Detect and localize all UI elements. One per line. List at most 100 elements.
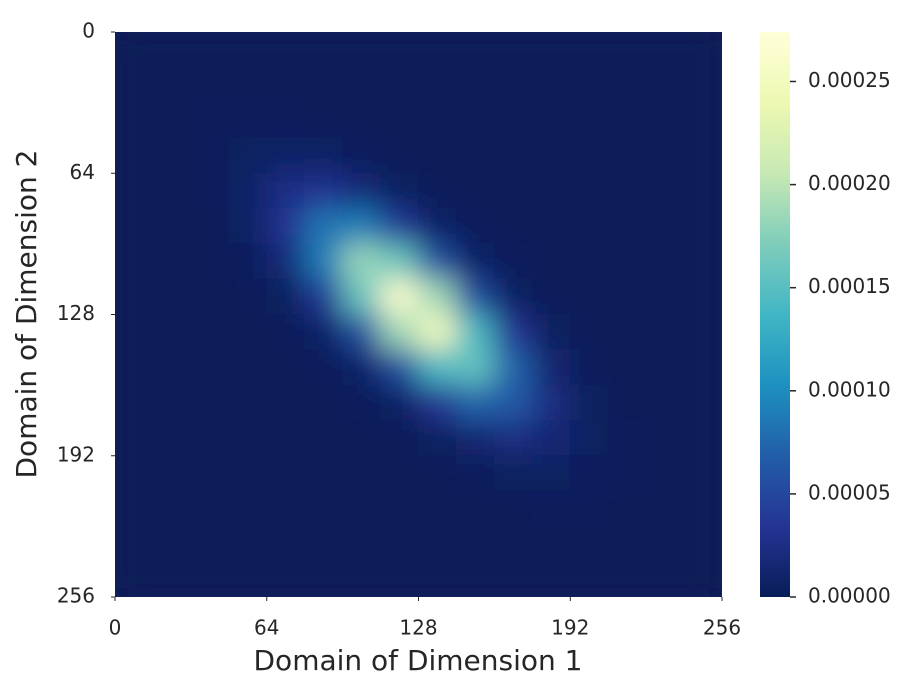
heatmap-cell <box>228 490 268 527</box>
x-tick-label: 128 <box>399 616 437 640</box>
heatmap-cell <box>418 314 457 351</box>
heatmap-cell <box>493 561 533 597</box>
heatmap-cell <box>190 32 230 68</box>
heatmap-cell <box>266 455 306 492</box>
heatmap-cell <box>418 455 457 492</box>
heatmap-cell <box>607 32 647 68</box>
heatmap-cell <box>531 102 571 139</box>
y-tick-label: 64 <box>70 160 95 184</box>
heatmap-cell <box>115 384 154 421</box>
heatmap-cell <box>342 490 382 527</box>
colorbar-tick-label: 0.00005 <box>808 480 891 504</box>
heatmap-cell <box>418 32 457 68</box>
heatmap-cell <box>683 137 722 174</box>
heatmap-cell <box>645 32 685 68</box>
y-tick-label: 256 <box>57 584 95 608</box>
heatmap-cell <box>342 32 382 68</box>
heatmap-cell <box>342 66 382 104</box>
heatmap-cell <box>304 137 344 174</box>
heatmap-cell <box>342 278 382 315</box>
heatmap-cell <box>683 102 722 139</box>
heatmap-cell <box>531 137 571 174</box>
heatmap-cell <box>455 561 495 597</box>
heatmap-cell <box>418 243 457 280</box>
heatmap-cell <box>115 137 154 174</box>
heatmap-cell <box>152 278 192 315</box>
heatmap-cell <box>607 314 647 351</box>
heatmap-cell <box>115 243 154 280</box>
heatmap-cell <box>683 561 722 597</box>
y-axis-label: Domain of Dimension 2 <box>10 150 43 479</box>
heatmap-cell <box>455 208 495 245</box>
heatmap-cell <box>418 384 457 421</box>
heatmap-cell <box>304 243 344 280</box>
heatmap-cell <box>342 172 382 210</box>
x-tick-label: 0 <box>109 616 122 640</box>
heatmap-cell <box>380 490 419 527</box>
heatmap-cell <box>418 278 457 315</box>
heatmap-cell <box>569 137 609 174</box>
heatmap-cell <box>418 208 457 245</box>
heatmap-cell <box>607 102 647 139</box>
heatmap-cell <box>531 243 571 280</box>
heatmap-cell <box>115 208 154 245</box>
heatmap-cell <box>683 32 722 68</box>
heatmap-cell <box>266 419 306 457</box>
heatmap-cell <box>190 102 230 139</box>
heatmap-cell <box>493 102 533 139</box>
heatmap-cell <box>115 455 154 492</box>
heatmap-cell <box>645 208 685 245</box>
heatmap-cell <box>228 278 268 315</box>
heatmap-cell <box>380 32 419 68</box>
heatmap-cell <box>683 384 722 421</box>
heatmap-cell <box>418 66 457 104</box>
heatmap-cell <box>531 490 571 527</box>
heatmap-cell <box>380 419 419 457</box>
heatmap-cell <box>342 455 382 492</box>
heatmap-cell <box>228 243 268 280</box>
heatmap-cell <box>190 314 230 351</box>
heatmap-cell <box>380 243 419 280</box>
heatmap-cell <box>266 314 306 351</box>
heatmap-cell <box>152 208 192 245</box>
heatmap-cell <box>304 314 344 351</box>
heatmap-cell <box>304 102 344 139</box>
heatmap-cell <box>228 314 268 351</box>
heatmap-cell <box>607 243 647 280</box>
heatmap-cell <box>455 525 495 563</box>
heatmap-cell <box>531 561 571 597</box>
heatmap-cell <box>266 278 306 315</box>
heatmap-cell <box>569 32 609 68</box>
heatmap-cell <box>115 349 154 386</box>
heatmap-cell <box>266 102 306 139</box>
heatmap-cell <box>569 208 609 245</box>
heatmap-cell <box>190 243 230 280</box>
heatmap-cell <box>115 278 154 315</box>
heatmap-cell <box>531 208 571 245</box>
heatmap-cell <box>342 525 382 563</box>
heatmap-cell <box>418 102 457 139</box>
heatmap-cell <box>418 419 457 457</box>
heatmap-cell <box>342 243 382 280</box>
heatmap-cell <box>266 32 306 68</box>
heatmap-cell <box>304 208 344 245</box>
heatmap-cell <box>190 455 230 492</box>
heatmap-cell <box>683 455 722 492</box>
heatmap-cell <box>304 278 344 315</box>
heatmap-cell <box>380 525 419 563</box>
heatmap-cell <box>152 490 192 527</box>
heatmap-cell <box>266 172 306 210</box>
heatmap-cell <box>190 172 230 210</box>
heatmap-cell <box>569 455 609 492</box>
heatmap-cell <box>493 455 533 492</box>
heatmap-cell <box>115 314 154 351</box>
heatmap-cell <box>342 561 382 597</box>
heatmap-cell <box>569 66 609 104</box>
heatmap-cell <box>380 278 419 315</box>
plot-area <box>115 32 722 597</box>
heatmap-cell <box>380 208 419 245</box>
heatmap-cell <box>645 561 685 597</box>
heatmap-cell <box>152 314 192 351</box>
heatmap-cell <box>645 490 685 527</box>
